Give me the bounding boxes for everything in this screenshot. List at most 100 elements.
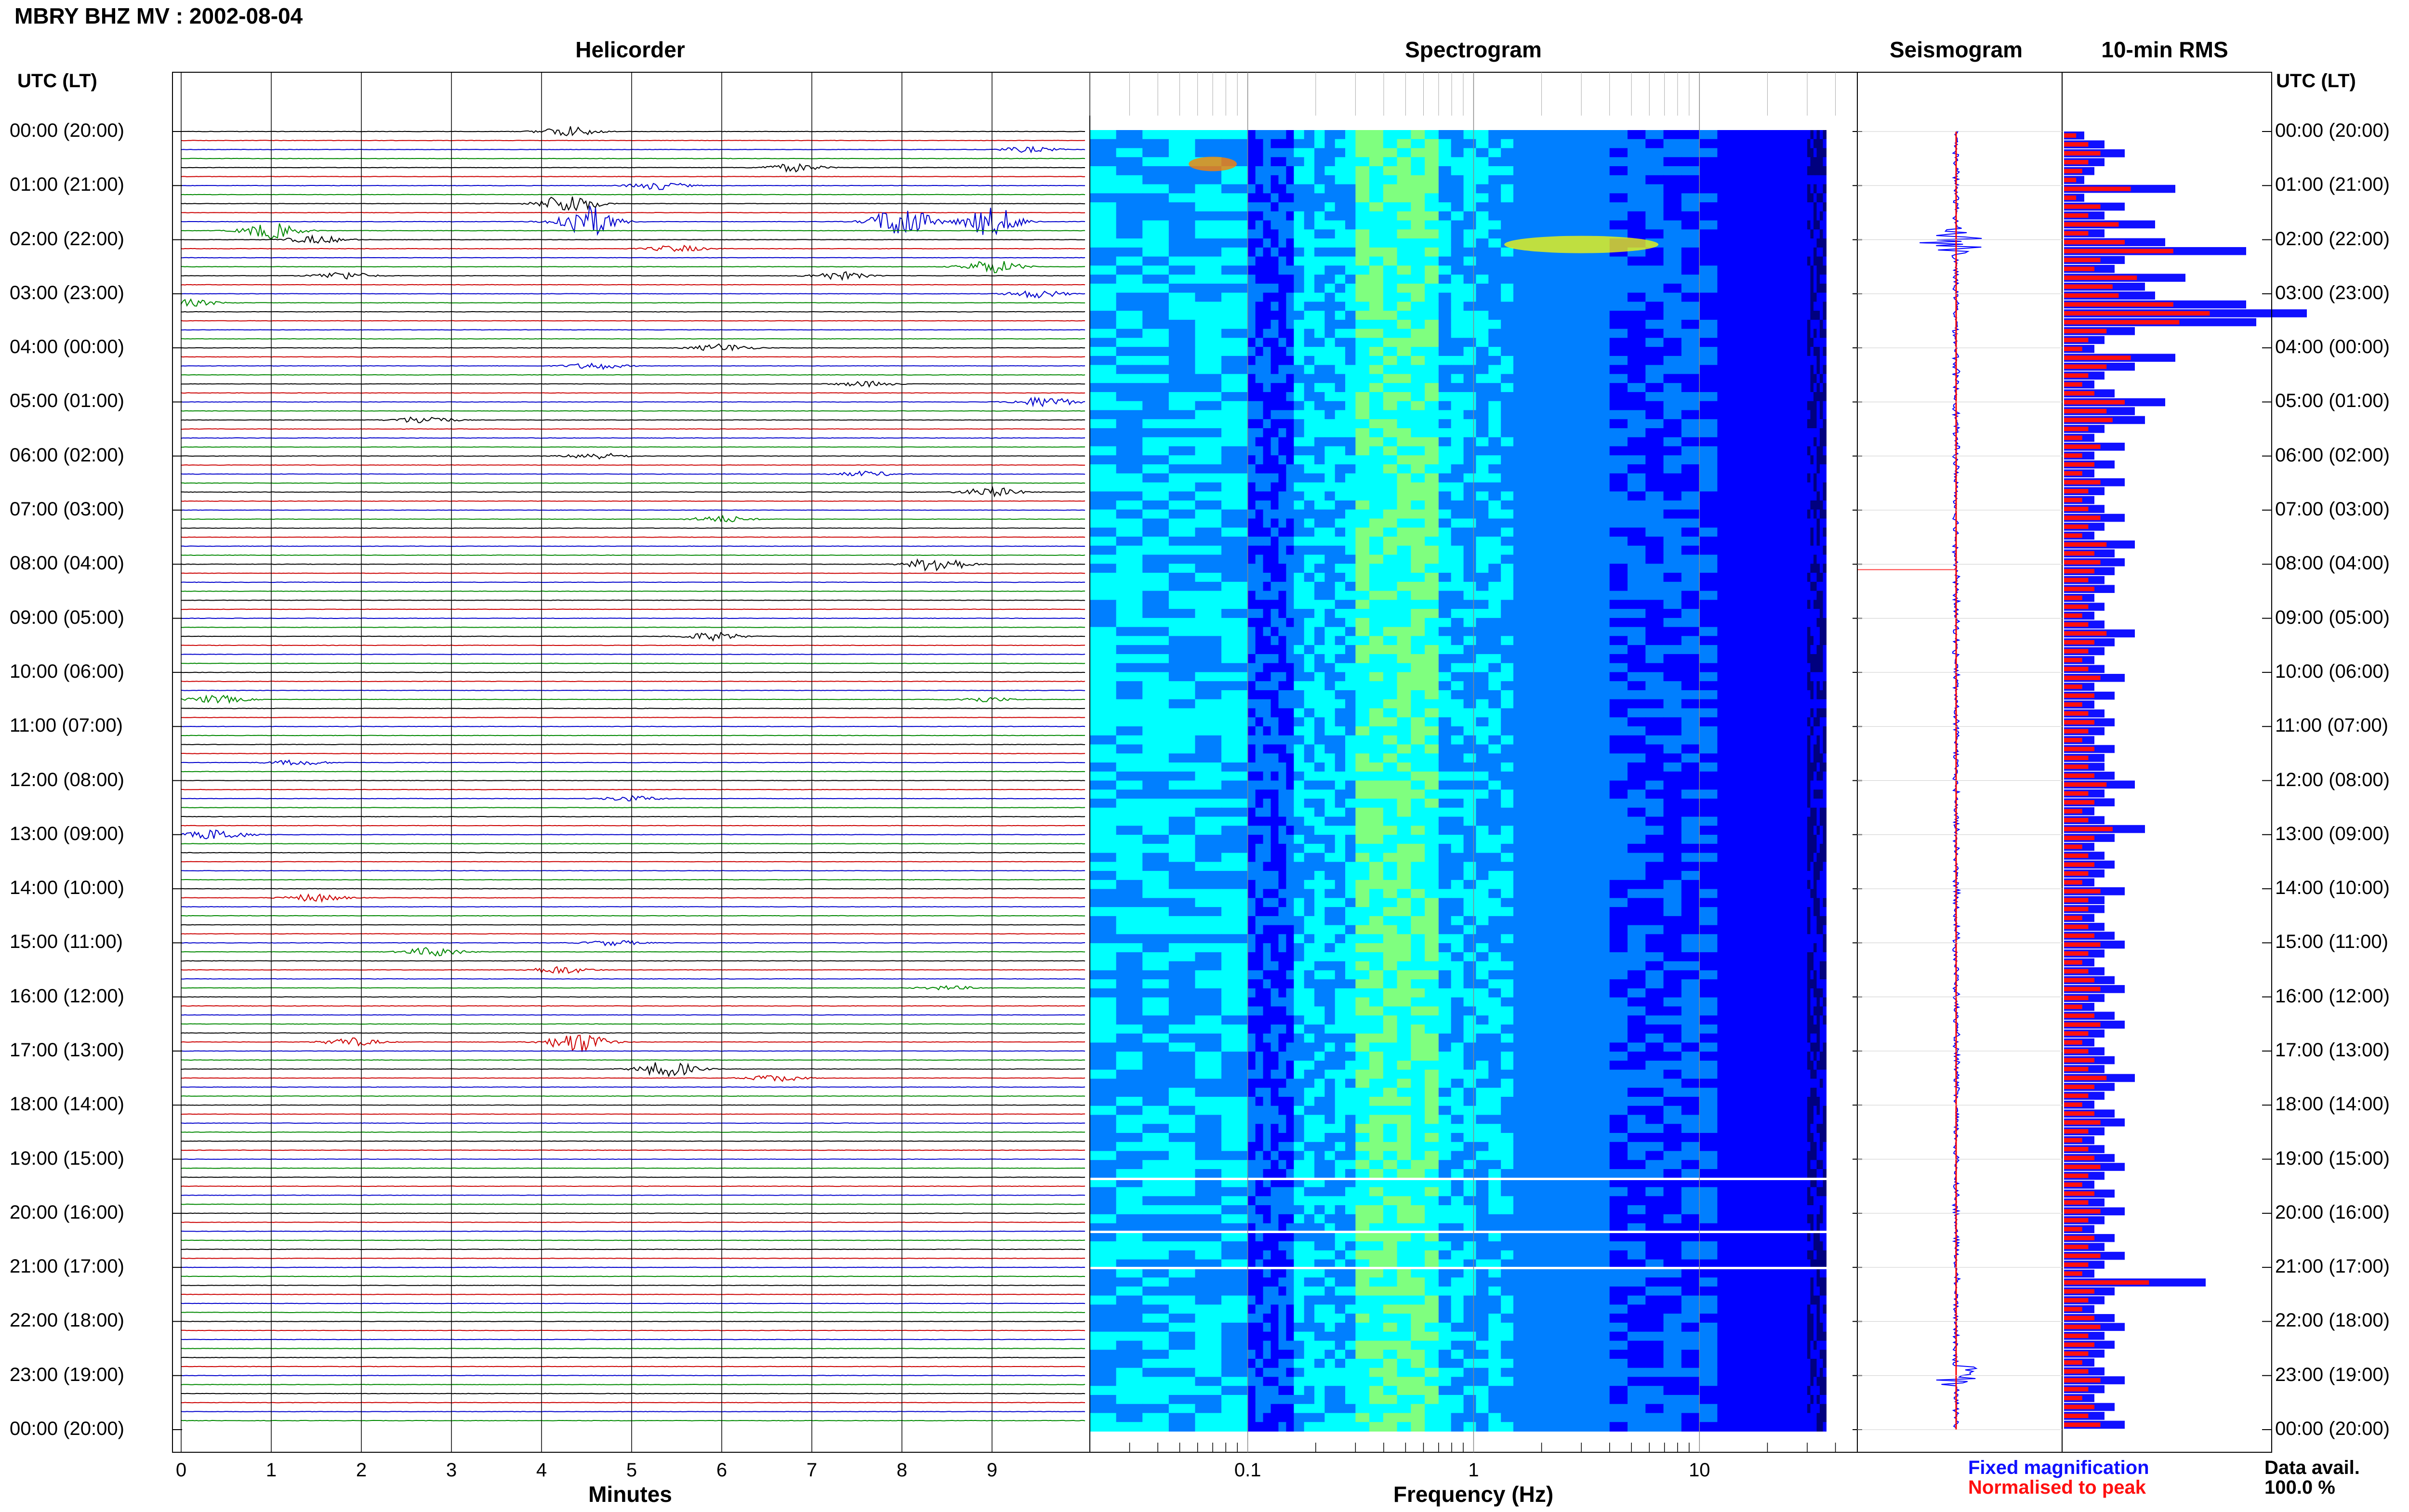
spectrogram-cell (1545, 157, 1562, 167)
spectrogram-cell (1278, 943, 1287, 953)
spectrogram-cell (1513, 338, 1530, 348)
spectrogram-cell (1810, 338, 1814, 348)
spectrogram-cell (1717, 292, 1733, 302)
spectrogram-cell (1762, 211, 1778, 221)
spectrogram-cell (1577, 943, 1594, 953)
spectrogram-cell (1369, 627, 1384, 637)
spectrogram-cell (1732, 573, 1748, 582)
spectrogram-cell (1304, 564, 1315, 574)
spectrogram-cell (1304, 157, 1315, 167)
spectrogram-cell (1810, 907, 1814, 917)
spectrogram-cell (1451, 338, 1464, 348)
spectrogram-cell (1397, 338, 1412, 348)
spectrogram-cell (1529, 554, 1546, 565)
spectrogram-cell (1221, 717, 1248, 727)
spectrogram-cell (1335, 789, 1346, 800)
spectrogram-cell (1383, 581, 1398, 592)
spectrogram-cell (1425, 283, 1439, 293)
spectrogram-cell (1451, 744, 1464, 754)
spectrogram-cell (1609, 564, 1628, 574)
spectrogram-cell (1561, 464, 1578, 474)
spectrogram-cell (1345, 690, 1356, 700)
spectrogram-cell (1278, 401, 1287, 411)
spectrogram-cell (1513, 835, 1530, 844)
spectrogram-cell (1699, 247, 1718, 257)
spectrogram-cell (1397, 880, 1412, 890)
spectrogram-cell (1699, 681, 1718, 691)
spectrogram-cell (1717, 591, 1733, 601)
spectrogram-cell (1717, 509, 1733, 519)
spectrogram-cell (1278, 708, 1287, 718)
spectrogram-cell (1823, 419, 1827, 429)
spectrogram-cell (1221, 708, 1248, 718)
spectrogram-cell (1397, 789, 1412, 800)
spectrogram-cell (1792, 880, 1808, 890)
spectrogram-cell (1255, 139, 1264, 149)
spectrogram-cell (1593, 392, 1610, 402)
spectrogram-cell (1247, 690, 1256, 700)
spectrogram-cell (1732, 365, 1748, 375)
spectrogram-cell (1762, 202, 1778, 212)
spectrogram-cell (1383, 184, 1398, 194)
spectrogram-cell (1628, 663, 1646, 673)
spectrogram-cell (1810, 392, 1814, 402)
spectrogram-cell (1645, 455, 1664, 465)
spectrogram-cell (1810, 708, 1814, 718)
spectrogram-cell (1463, 437, 1477, 447)
spectrogram-cell (1807, 491, 1811, 501)
spectrogram-cell (1463, 329, 1477, 339)
spectrogram-cell (1476, 130, 1489, 140)
spectrogram-cell (1810, 862, 1814, 872)
spectrogram-cell (1278, 618, 1287, 628)
spectrogram-cell (1777, 735, 1793, 745)
spectrogram-cell (1324, 789, 1336, 800)
spectrogram-cell (1488, 609, 1502, 618)
spectrogram-cell (1335, 916, 1346, 926)
spectrogram-cell (1425, 943, 1439, 953)
spectrogram-cell (1255, 491, 1264, 501)
spectrogram-cell (1816, 573, 1820, 582)
spectrogram-cell (1609, 211, 1628, 221)
spectrogram-cell (1501, 256, 1514, 266)
spectrogram-cell (1732, 545, 1748, 555)
spectrogram-cell (1271, 383, 1279, 393)
spectrogram-cell (1142, 943, 1169, 953)
spectrogram-cell (1278, 265, 1287, 276)
spectrogram-cell (1645, 762, 1664, 772)
spectrogram-cell (1463, 726, 1477, 736)
spectrogram-cell (1425, 319, 1439, 329)
spectrogram-cell (1561, 609, 1578, 618)
spectrogram-cell (1823, 473, 1827, 483)
spectrogram-cell (1255, 898, 1264, 908)
spectrogram-cell (1263, 365, 1271, 375)
spectrogram-cell (1823, 319, 1827, 329)
spectrogram-cell (1813, 211, 1817, 221)
spectrogram-cell (1513, 518, 1530, 528)
spectrogram-cell (1545, 139, 1562, 149)
spectrogram-cell (1255, 338, 1264, 348)
spectrogram-cell (1247, 862, 1256, 872)
spectrogram-cell (1792, 916, 1808, 926)
spectrogram-cell (1747, 383, 1763, 393)
spectrogram-cell (1425, 383, 1439, 393)
spectrogram-cell (1438, 347, 1452, 356)
spectrogram-cell (1609, 600, 1628, 610)
spectrogram-cell (1271, 292, 1279, 302)
spectrogram-cell (1628, 708, 1646, 718)
spectrogram-cell (1699, 708, 1718, 718)
spectrogram-cell (1142, 157, 1169, 167)
spectrogram-cell (1628, 672, 1646, 682)
spectrogram-cell (1609, 157, 1628, 167)
spectrogram-cell (1813, 256, 1817, 266)
spectrogram-cell (1314, 708, 1325, 718)
spectrogram-cell (1142, 338, 1169, 348)
spectrogram-cell (1286, 383, 1295, 393)
spectrogram-cell (1732, 482, 1748, 492)
spectrogram-cell (1816, 202, 1820, 212)
spectrogram-cell (1142, 410, 1169, 420)
spectrogram-cell (1411, 392, 1426, 402)
spectrogram-cell (1545, 771, 1562, 781)
spectrogram-cell (1168, 618, 1196, 628)
spectrogram-cell (1355, 780, 1370, 790)
spectrogram-cell (1168, 392, 1196, 402)
